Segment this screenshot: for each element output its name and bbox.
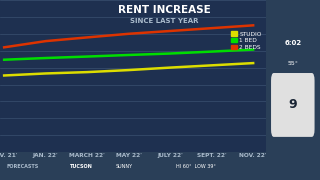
Legend: STUDIO, 1 BED, 2 BEDS: STUDIO, 1 BED, 2 BEDS bbox=[230, 30, 263, 51]
Text: SUNNY: SUNNY bbox=[115, 164, 132, 168]
Text: RENT INCREASE: RENT INCREASE bbox=[118, 4, 211, 15]
Text: TUCSON: TUCSON bbox=[70, 164, 93, 168]
Text: FORECASTS: FORECASTS bbox=[6, 164, 39, 168]
Text: SINCE LAST YEAR: SINCE LAST YEAR bbox=[131, 18, 199, 24]
Text: 9: 9 bbox=[289, 98, 297, 111]
Text: 6:02: 6:02 bbox=[284, 40, 301, 46]
Text: HI 60°  LOW 39°: HI 60° LOW 39° bbox=[176, 164, 216, 168]
FancyBboxPatch shape bbox=[271, 73, 315, 137]
Text: 55°: 55° bbox=[287, 61, 298, 66]
